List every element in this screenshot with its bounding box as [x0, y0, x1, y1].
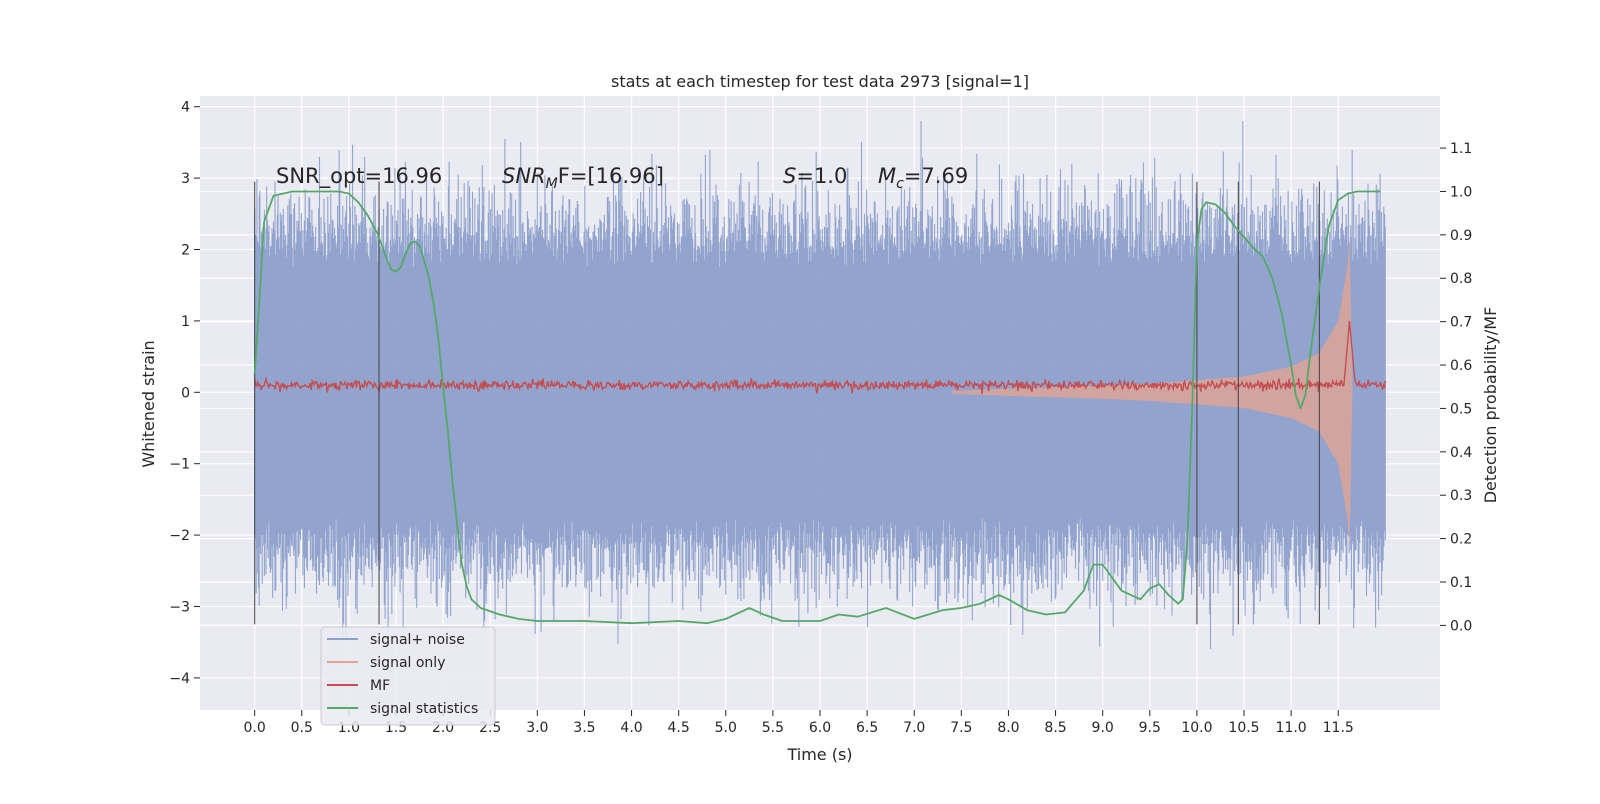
legend-label-mf: MF: [370, 678, 390, 694]
y-tick-label-0: −4: [169, 671, 190, 687]
x-tick-label-1: 0.5: [291, 720, 313, 736]
annotation-snr-mf-suffix: F=[16.96]: [558, 164, 664, 188]
signal-only-trace: [951, 235, 1353, 550]
x-tick-label-19: 9.5: [1139, 720, 1161, 736]
x-tick-label-20: 10.0: [1181, 720, 1212, 736]
x-tick-label-13: 6.5: [856, 720, 878, 736]
y2-tick-label-2: 0.2: [1450, 532, 1472, 548]
y2-tick-label-11: 1.1: [1450, 141, 1472, 157]
y-tick-label-8: 4: [181, 100, 190, 116]
y-axis-ticks: −4 −3 −2 −1 0 1 2 3 4: [169, 100, 200, 687]
chart-title: stats at each timestep for test data 297…: [611, 72, 1029, 91]
x-tick-label-7: 3.5: [573, 720, 595, 736]
x-tick-label-17: 8.5: [1044, 720, 1066, 736]
y2-tick-label-9: 0.9: [1450, 228, 1472, 244]
x-tick-label-9: 4.5: [668, 720, 690, 736]
y2-tick-label-7: 0.7: [1450, 315, 1472, 331]
x-tick-label-22: 11.0: [1276, 720, 1307, 736]
annotation-s-symbol: S: [783, 164, 796, 188]
series-signal-statistics: [253, 190, 1381, 625]
legend: signal+ noise signal only MF signal stat…: [320, 626, 496, 726]
y-tick-label-6: 2: [181, 243, 190, 259]
x-tick-label-16: 8.0: [997, 720, 1019, 736]
series-signal-only: [951, 235, 1353, 550]
annotation-snr-mf-prefix: SNR: [502, 164, 546, 188]
x-tick-label-0: 0.0: [244, 720, 266, 736]
x-tick-label-8: 4.0: [620, 720, 642, 736]
y-tick-label-2: −2: [169, 528, 190, 544]
x-axis-ticks: 0.0 0.5 1.0 1.5 2.0 2.5 3.0 3.5 4.0 4.5 5.0 5.5 6.0 6…: [244, 710, 1354, 736]
x-tick-label-6: 3.0: [526, 720, 548, 736]
annotation-s: S=1.0: [783, 164, 847, 188]
annotations: SNR_opt=16.96 SNRMF=[16.96] S=1.0 Mc=7.6…: [276, 164, 968, 192]
signal-statistics-trace: [253, 190, 1381, 625]
y2-tick-label-5: 0.5: [1450, 401, 1472, 417]
x-tick-label-18: 9.0: [1092, 720, 1114, 736]
annotation-mc-value: =7.69: [904, 164, 968, 188]
y-tick-label-7: 3: [181, 171, 190, 187]
y2-tick-label-3: 0.3: [1450, 488, 1472, 504]
y2-tick-label-0: 0.0: [1450, 618, 1472, 634]
legend-label-signal-only: signal only: [370, 655, 445, 671]
annotation-mc-sub: c: [896, 176, 904, 192]
y-axis-label: Whitened strain: [139, 340, 158, 467]
y2-tick-label-4: 0.4: [1450, 445, 1472, 461]
y-tick-label-5: 1: [181, 314, 190, 330]
y-tick-label-3: −1: [169, 457, 190, 473]
annotation-snr-opt: SNR_opt=16.96: [276, 164, 442, 189]
x-tick-label-15: 7.5: [950, 720, 972, 736]
y-tick-label-1: −3: [169, 599, 190, 615]
y2-tick-label-1: 0.1: [1450, 575, 1472, 591]
y2-axis-label: Detection probability/MF: [1481, 307, 1500, 504]
annotation-snr-mf-sub: M: [546, 176, 558, 192]
legend-box: [320, 626, 496, 726]
y2-tick-label-8: 0.8: [1450, 271, 1472, 287]
annotation-mc-symbol: M: [878, 164, 896, 188]
x-tick-label-21: 10.5: [1228, 720, 1259, 736]
y2-tick-label-6: 0.6: [1450, 358, 1472, 374]
annotation-snr-mf: SNRMF=[16.96]: [502, 164, 664, 192]
x-tick-label-11: 5.5: [762, 720, 784, 736]
y2-tick-label-10: 1.0: [1450, 184, 1472, 200]
x-tick-label-10: 5.0: [715, 720, 737, 736]
x-axis-label: Time (s): [786, 745, 852, 764]
x-tick-label-12: 6.0: [809, 720, 831, 736]
x-tick-label-14: 7.0: [903, 720, 925, 736]
y2-axis-ticks: 0.0 0.1 0.2 0.3 0.4 0.5 0.6 0.7 0.8 0.9 1.0 1.1: [1440, 141, 1472, 634]
legend-label-signal-noise: signal+ noise: [370, 632, 465, 648]
annotation-mc: Mc=7.69: [878, 164, 968, 192]
legend-label-signal-statistics: signal statistics: [370, 701, 478, 717]
annotation-s-value: =1.0: [796, 164, 847, 188]
x-tick-label-23: 11.5: [1323, 720, 1354, 736]
y-tick-label-4: 0: [181, 385, 190, 401]
